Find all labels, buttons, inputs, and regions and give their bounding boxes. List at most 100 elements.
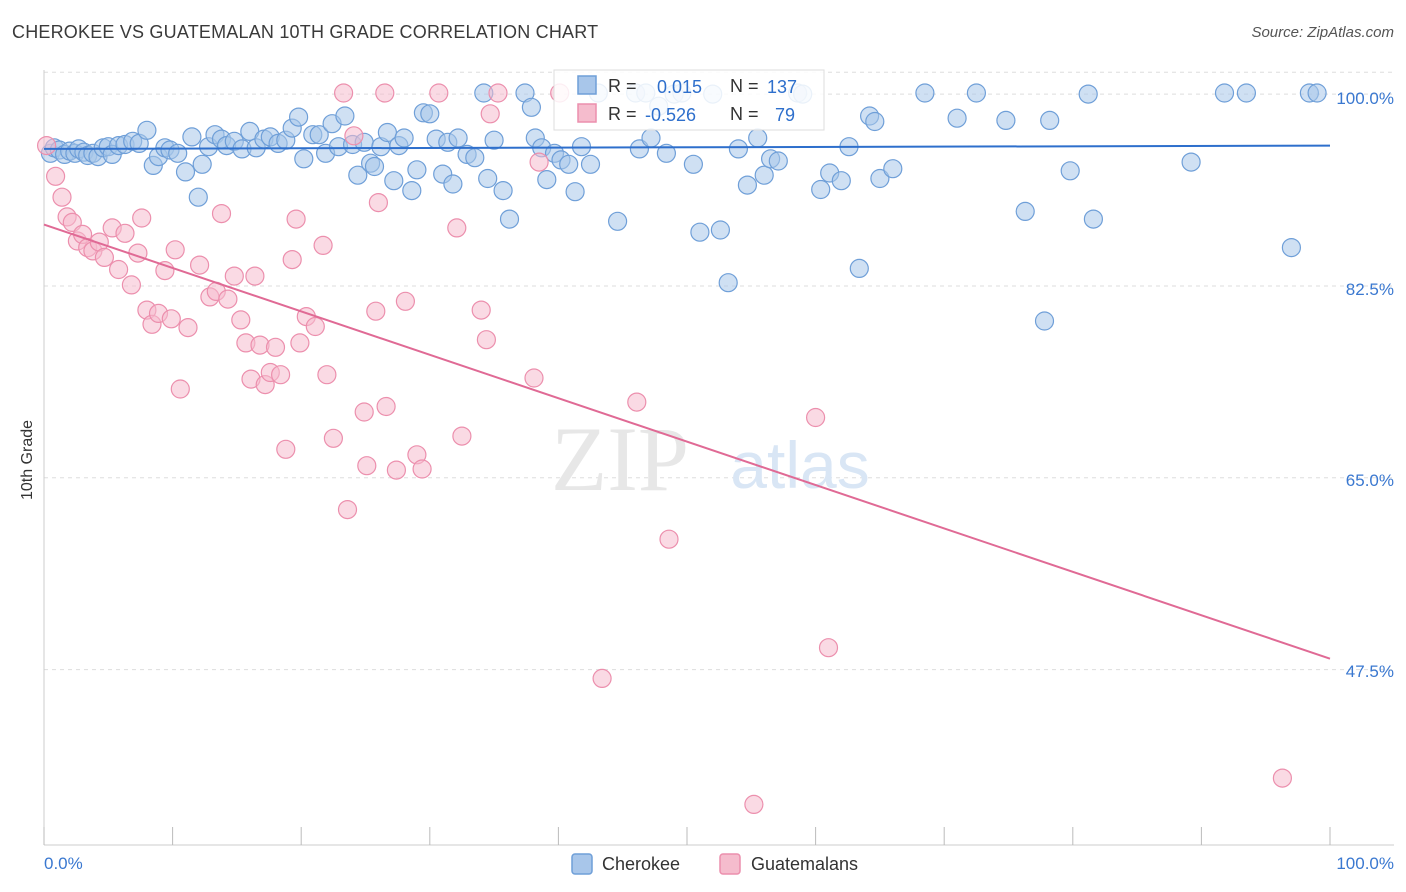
bottom-legend-swatch-guatemalans: [719, 853, 741, 875]
cherokee-point-27: [192, 154, 212, 174]
cherokee-point-96: [683, 154, 704, 174]
cherokee-point-133: [1307, 83, 1327, 103]
guatemalans-point-29: [218, 289, 238, 309]
cherokee-point-102: [737, 175, 758, 195]
legend-r-label-cherokee: R =: [608, 76, 637, 96]
cherokee-point-69: [465, 148, 485, 168]
cherokee-point-121: [996, 110, 1016, 131]
guatemalans-point-38: [265, 337, 286, 357]
guatemalans-point-68: [488, 83, 508, 103]
guatemalans-point-69: [524, 368, 544, 388]
bottom-legend-label-guatemalans: Guatemalans: [751, 854, 858, 874]
cherokee-point-97: [690, 222, 710, 242]
guatemalans-point-63: [447, 218, 467, 238]
x-tick-label-min: 0.0%: [44, 854, 83, 873]
cherokee-point-73: [493, 181, 513, 201]
watermark-atlas: atlas: [730, 428, 869, 502]
legend-swatch-cherokee: [577, 75, 597, 95]
guatemalans-point-28: [211, 204, 232, 224]
cherokee-point-53: [364, 156, 385, 177]
cherokee-point-117: [883, 159, 903, 179]
cherokee-point-106: [768, 151, 788, 171]
legend-r-value-cherokee: 0.015: [657, 77, 702, 97]
guatemalans-point-53: [357, 456, 377, 476]
bottom-legend-swatch-cherokee: [571, 853, 593, 875]
cherokee-point-104: [754, 165, 774, 185]
cherokee-point-101: [728, 139, 749, 159]
guatemalans-trend-line: [43, 223, 1331, 660]
guatemalans-point-65: [471, 300, 491, 320]
cherokee-point-60: [407, 160, 427, 180]
guatemalans-point-13: [115, 223, 135, 243]
legend-r-label-guatemalans: R =: [608, 104, 637, 124]
guatemalans-point-1: [45, 166, 66, 186]
guatemalans-point-45: [305, 316, 325, 337]
guatemalans-point-76: [805, 407, 826, 428]
cherokee-point-127: [1083, 209, 1104, 229]
guatemalans-point-24: [178, 318, 198, 338]
guatemalans-point-14: [121, 275, 141, 295]
cherokee-point-24: [175, 162, 196, 182]
cherokee-point-50: [348, 165, 368, 185]
legend-n-value-guatemalans: 79: [775, 105, 795, 125]
guatemalans-point-10: [94, 247, 115, 267]
guatemalans-point-25: [190, 255, 210, 275]
legend-box: [553, 69, 825, 131]
y-tick-label-100: 100.0%: [1336, 89, 1394, 108]
cherokee-point-125: [1060, 161, 1080, 181]
guatemalans-point-72: [592, 668, 612, 689]
cherokee-point-103: [748, 128, 768, 148]
guatemalans-point-78: [1272, 768, 1293, 788]
cherokee-trend-line: [43, 144, 1331, 150]
guatemalans-point-52: [354, 402, 374, 422]
cherokee-point-113: [849, 258, 869, 278]
guatemalans-point-31: [231, 310, 251, 330]
guatemalans-point-70: [529, 152, 549, 172]
correlation-legend: R = 0.015 N = 137 R = -0.526 N = 79: [553, 69, 825, 131]
guatemalans-point-48: [323, 428, 343, 448]
cherokee-point-82: [559, 154, 579, 174]
y-axis-label: 10th Grade: [19, 420, 36, 500]
cherokee-point-116: [870, 168, 890, 189]
guatemalans-point-51: [344, 126, 364, 146]
guatemalans-point-50: [337, 500, 358, 520]
guatemalans-point-56: [375, 83, 395, 103]
chart-title: CHEROKEE VS GUATEMALAN 10TH GRADE CORREL…: [12, 22, 599, 42]
cherokee-point-120: [966, 83, 987, 103]
cherokee-point-118: [915, 83, 935, 103]
cherokee-point-62: [420, 104, 440, 124]
legend-n-label-cherokee: N =: [730, 76, 759, 96]
guatemalans-point-43: [290, 333, 310, 353]
cherokee-point-58: [394, 128, 414, 148]
guatemalans-point-64: [452, 426, 472, 446]
guatemalans-point-57: [376, 396, 396, 417]
cherokee-point-18: [137, 120, 157, 140]
cherokee-point-74: [499, 209, 520, 229]
cherokee-point-76: [521, 97, 542, 117]
guatemalans-point-2: [52, 187, 72, 207]
cherokee-point-100: [718, 273, 738, 293]
cherokee-point-79: [537, 170, 557, 190]
cherokee-point-59: [402, 181, 422, 201]
legend-swatch-guatemalans: [577, 103, 597, 123]
guatemalans-point-30: [224, 266, 244, 286]
guatemalans-point-42: [286, 209, 306, 229]
cherokee-point-91: [641, 128, 661, 148]
y-tick-label-47-5: 47.5%: [1346, 662, 1394, 681]
guatemalans-point-16: [132, 208, 152, 228]
cherokee-point-44: [309, 125, 329, 145]
guatemalans-point-61: [412, 459, 432, 479]
guatemalans-point-73: [627, 392, 647, 412]
watermark-zip: ZIP: [551, 408, 689, 510]
cherokee-point-99: [710, 220, 731, 240]
cherokee-point-23: [168, 143, 188, 163]
guatemalans-point-47: [317, 365, 337, 385]
guatemalans-point-77: [818, 638, 839, 658]
guatemalans-point-54: [366, 301, 386, 321]
guatemalans-point-0: [36, 136, 57, 156]
guatemalans-point-23: [170, 379, 190, 399]
cherokee-point-130: [1236, 83, 1257, 103]
guatemalans-point-55: [368, 193, 388, 213]
guatemalans-point-34: [245, 266, 265, 286]
cherokee-point-115: [865, 111, 885, 132]
